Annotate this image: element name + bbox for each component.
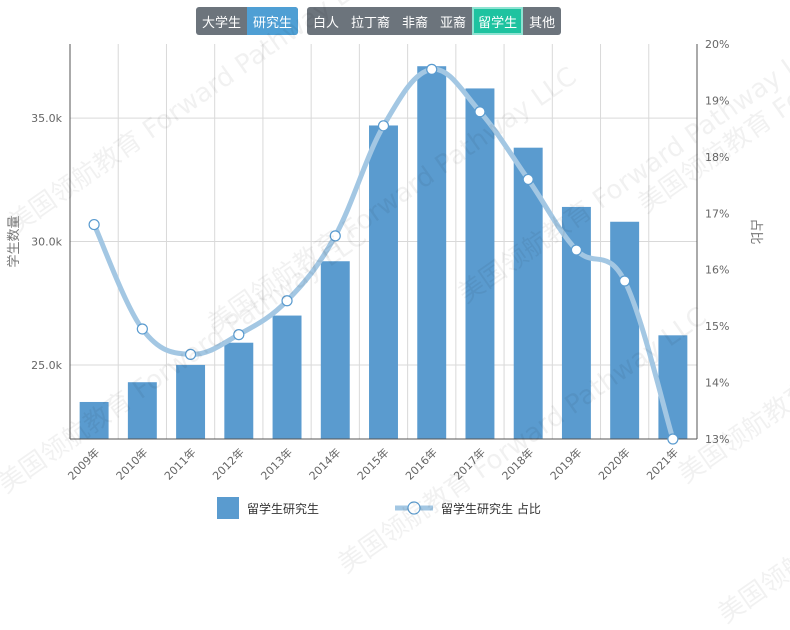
y2-tick-label: 17%: [705, 207, 729, 220]
legend-bar-swatch: [217, 497, 239, 519]
y-tick-label: 30.0k: [31, 236, 62, 249]
student-level-toggle: 大学生 研究生: [196, 7, 299, 35]
bar-2011年[interactable]: [176, 364, 206, 439]
ratio-point-2018年[interactable]: [522, 173, 534, 186]
chart-canvas: 25.0k 30.0k 35.0k 13% 14% 15% 16% 17% 18% 19% 20% 2…: [6, 38, 763, 519]
x-tick-label: 2010年: [113, 445, 150, 482]
ratio-point-2012年[interactable]: [233, 329, 245, 341]
bar-2010年[interactable]: [127, 382, 157, 439]
toggle-grp2-2[interactable]: 非裔: [402, 15, 429, 31]
x-tick-label: 2020年: [595, 445, 632, 482]
toggle-grp2-3[interactable]: 亚裔: [440, 15, 467, 31]
axes: [69, 44, 698, 440]
toggle-grp1-1[interactable]: 研究生: [247, 7, 299, 35]
ratio-point-2009年[interactable]: [88, 218, 100, 231]
x-tick-label: 2015年: [354, 445, 391, 482]
line-series: [88, 63, 679, 445]
y-axis-title: 学生数量: [6, 215, 22, 267]
y2-tick-label: 18%: [705, 151, 729, 164]
ratio-point-2015年[interactable]: [377, 120, 390, 132]
y2-tick-label: 19%: [705, 94, 729, 107]
bar-2013年[interactable]: [272, 315, 302, 439]
x-tick-label: 2019年: [547, 445, 584, 482]
x-tick-label: 2011年: [161, 445, 198, 482]
y2-axis-title: 占比: [748, 218, 763, 244]
y2-tick-label: 16%: [705, 264, 729, 277]
ratio-point-2011年[interactable]: [184, 348, 197, 360]
ratio-point-2021年[interactable]: [667, 433, 679, 445]
y2-tick-label: 20%: [705, 38, 729, 51]
bar-2016年[interactable]: [417, 66, 447, 439]
x-tick-label: 2018年: [499, 445, 536, 482]
ratio-point-2019年[interactable]: [570, 244, 583, 256]
y2-tick-label: 13%: [705, 433, 729, 446]
x-tick-label: 2012年: [209, 445, 246, 482]
legend-line-label: 留学生研究生 占比: [441, 501, 541, 516]
legend-line-marker: [407, 501, 421, 515]
ratio-point-2017年[interactable]: [474, 106, 486, 118]
x-tick-label: 2021年: [644, 445, 681, 482]
bar-2017年[interactable]: [465, 88, 495, 439]
bar-2015年[interactable]: [369, 125, 398, 439]
x-tick-label: 2017年: [451, 445, 488, 482]
bar-2012年[interactable]: [224, 342, 254, 439]
toggle-grp2-5[interactable]: 其他: [529, 15, 556, 31]
ratio-point-2013年[interactable]: [281, 295, 293, 307]
legend: 留学生研究生 留学生研究生 占比: [217, 497, 541, 519]
legend-bar-label: 留学生研究生: [247, 501, 319, 516]
toggle-grp2-0[interactable]: 白人: [313, 15, 340, 31]
toggle-grp1-0[interactable]: 大学生: [202, 15, 242, 31]
bar-2020年[interactable]: [610, 221, 640, 439]
bar-2014年[interactable]: [320, 261, 350, 439]
ratio-point-2010年[interactable]: [136, 323, 148, 335]
ratio-point-2020年[interactable]: [619, 275, 631, 287]
y2-tick-label: 15%: [705, 320, 729, 333]
x-tick-label: 2013年: [258, 445, 295, 482]
bar-series: [79, 66, 688, 439]
ratio-point-2016年[interactable]: [426, 63, 438, 75]
y2-tick-label: 14%: [705, 377, 729, 390]
ethnicity-toggle: 白人 拉丁裔 非裔 亚裔 留学生 其他: [307, 7, 562, 35]
bar-2021年[interactable]: [658, 335, 688, 439]
bar-2019年[interactable]: [561, 206, 591, 439]
x-tick-label: 2016年: [402, 445, 439, 482]
toggle-grp2-4[interactable]: 留学生: [472, 7, 524, 35]
x-tick-label: 2014年: [306, 445, 343, 482]
bar-2009年[interactable]: [79, 401, 109, 439]
y-tick-label: 25.0k: [31, 359, 62, 372]
toggle-grp2-1[interactable]: 拉丁裔: [351, 15, 391, 31]
ratio-point-2014年[interactable]: [329, 230, 341, 242]
x-tick-label: 2009年: [65, 445, 102, 482]
y-tick-label: 35.0k: [31, 112, 62, 125]
